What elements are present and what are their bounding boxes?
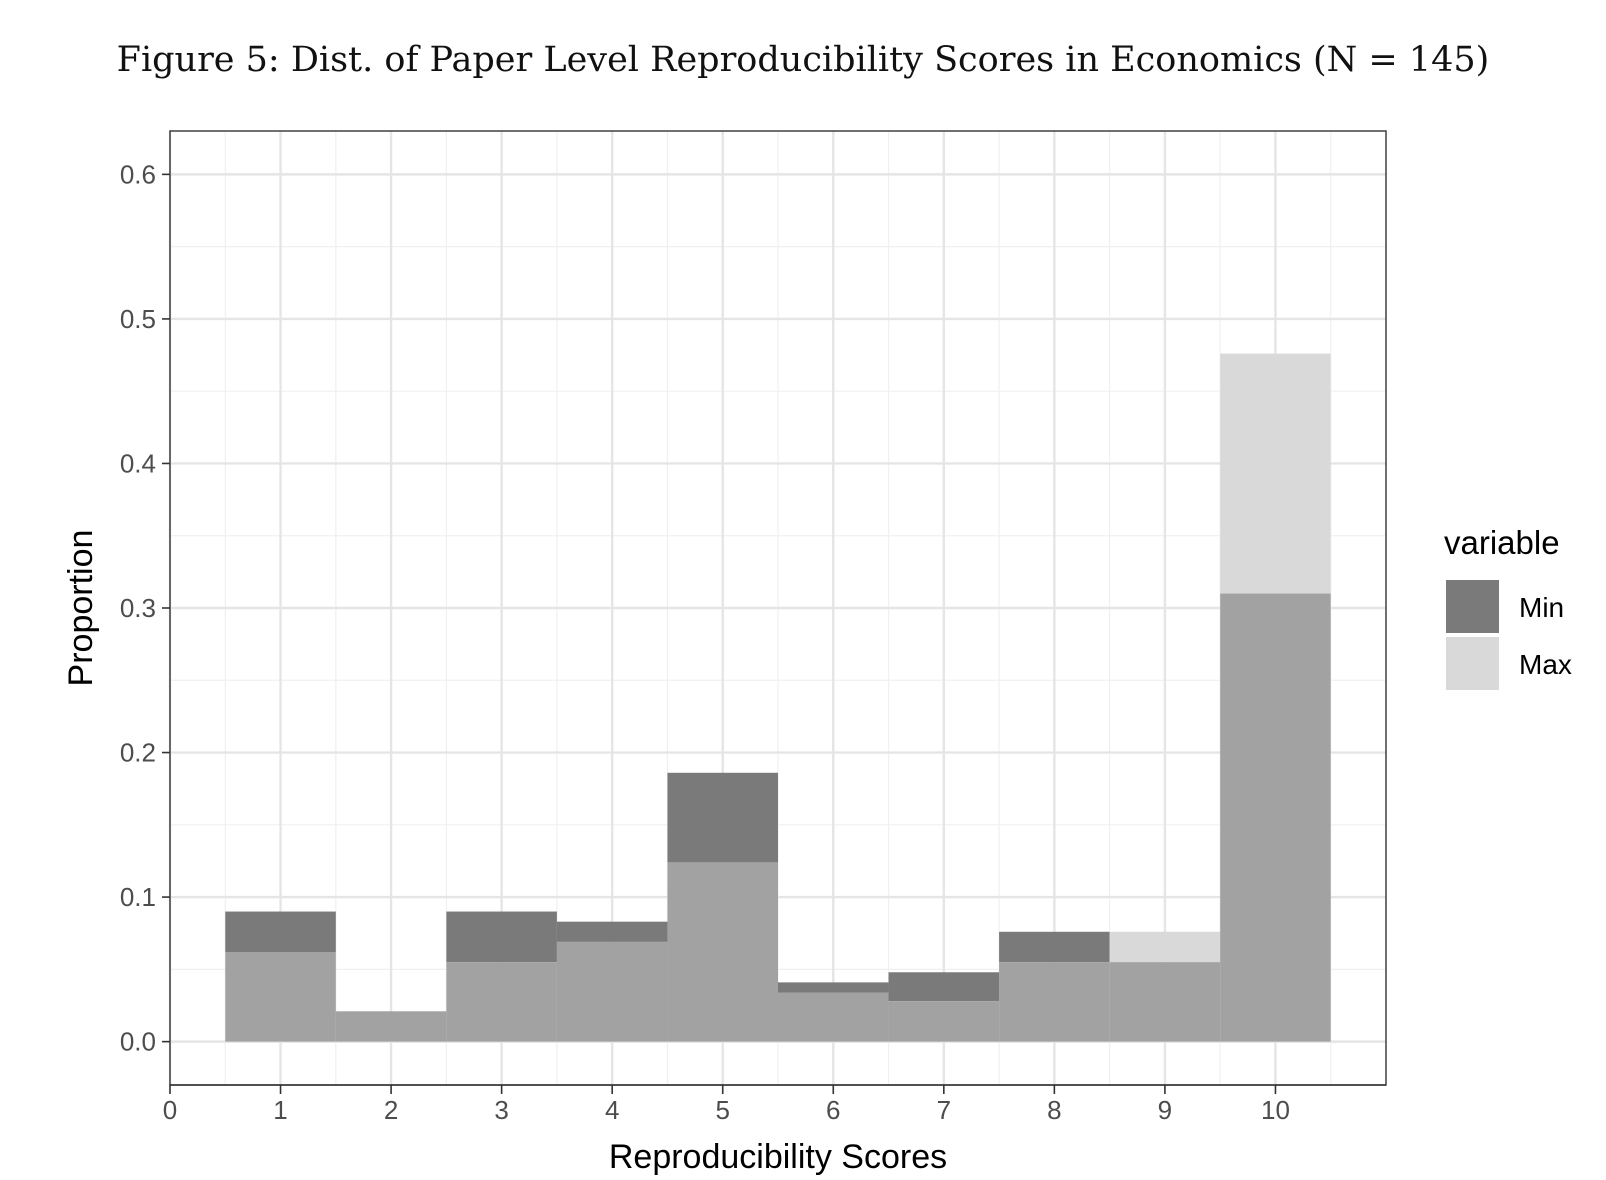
legend-label-min: Min bbox=[1519, 592, 1564, 623]
y-tick-label: 0.0 bbox=[120, 1027, 156, 1057]
axes-layer: 0.0 0.1 0.2 0.3 0.4 0.5 0.6 0 1 2 3 4 5 6 7 8 9 10 bbox=[120, 159, 1386, 1125]
bar-max bbox=[1109, 931, 1221, 963]
x-axis-title: Reproducibility Scores bbox=[609, 1138, 947, 1176]
bar-min bbox=[778, 982, 889, 993]
bar-overlap bbox=[999, 962, 1110, 1042]
bar-overlap bbox=[1220, 593, 1331, 1042]
bar-overlap bbox=[556, 941, 668, 1042]
bar-overlap bbox=[446, 962, 557, 1042]
bar-overlap bbox=[1109, 962, 1221, 1042]
x-tick-label: 9 bbox=[1158, 1095, 1172, 1125]
bar-min bbox=[446, 911, 557, 963]
bar-overlap bbox=[778, 992, 889, 1042]
bar-overlap bbox=[667, 862, 778, 1042]
x-tick-label: 3 bbox=[494, 1095, 508, 1125]
legend: variable Min Max bbox=[1444, 524, 1572, 690]
bar-min bbox=[888, 972, 1000, 1002]
x-tick-label: 7 bbox=[937, 1095, 951, 1125]
y-tick-label: 0.6 bbox=[120, 159, 156, 189]
bar-overlap bbox=[335, 1011, 447, 1042]
legend-key-max bbox=[1446, 637, 1499, 690]
bar-overlap bbox=[225, 952, 336, 1042]
x-tick-label: 5 bbox=[715, 1095, 729, 1125]
y-axis-title: Proportion bbox=[62, 530, 100, 687]
y-tick-label: 0.5 bbox=[120, 304, 156, 334]
x-tick-label: 0 bbox=[163, 1095, 177, 1125]
y-tick-label: 0.1 bbox=[120, 882, 156, 912]
bar-min bbox=[225, 911, 336, 953]
bar-max bbox=[1220, 353, 1331, 594]
x-tick-label: 4 bbox=[605, 1095, 619, 1125]
x-tick-label: 1 bbox=[273, 1095, 287, 1125]
y-tick-label: 0.3 bbox=[120, 593, 156, 623]
bar-min bbox=[667, 772, 778, 863]
x-tick-label: 8 bbox=[1047, 1095, 1061, 1125]
bar-min bbox=[556, 921, 668, 942]
y-tick-label: 0.2 bbox=[120, 738, 156, 768]
y-tick-label: 0.4 bbox=[120, 448, 156, 478]
bar-overlap bbox=[888, 1001, 1000, 1042]
x-tick-label: 10 bbox=[1261, 1095, 1290, 1125]
figure-title: Figure 5: Dist. of Paper Level Reproduci… bbox=[116, 40, 1490, 80]
x-tick-label: 2 bbox=[384, 1095, 398, 1125]
bar-min bbox=[999, 931, 1110, 963]
x-tick-label: 6 bbox=[826, 1095, 840, 1125]
bars-layer bbox=[225, 353, 1331, 1042]
legend-key-min bbox=[1446, 580, 1499, 633]
legend-title: variable bbox=[1444, 524, 1560, 561]
legend-label-max: Max bbox=[1519, 649, 1572, 680]
